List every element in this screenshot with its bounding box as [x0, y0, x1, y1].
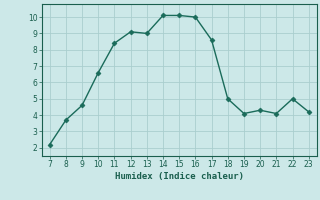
X-axis label: Humidex (Indice chaleur): Humidex (Indice chaleur) — [115, 172, 244, 181]
